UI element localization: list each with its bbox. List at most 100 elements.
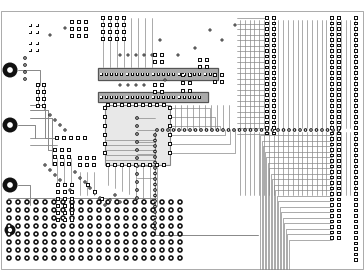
Bar xyxy=(115,23,119,27)
Circle shape xyxy=(315,128,318,132)
Circle shape xyxy=(173,129,174,131)
Bar xyxy=(337,143,341,146)
Circle shape xyxy=(43,164,47,167)
Circle shape xyxy=(87,223,93,229)
Circle shape xyxy=(150,215,156,221)
Bar xyxy=(331,39,333,41)
Bar xyxy=(181,81,185,85)
Bar xyxy=(36,48,39,52)
Circle shape xyxy=(53,225,55,227)
Circle shape xyxy=(159,231,165,237)
Bar xyxy=(149,164,151,166)
Circle shape xyxy=(53,257,55,259)
Circle shape xyxy=(154,140,156,141)
Bar xyxy=(163,73,164,75)
Bar xyxy=(28,31,32,34)
Circle shape xyxy=(24,239,30,245)
Bar xyxy=(126,73,128,76)
Circle shape xyxy=(42,255,48,261)
Circle shape xyxy=(89,217,91,219)
Circle shape xyxy=(8,201,10,203)
Circle shape xyxy=(261,129,262,131)
Circle shape xyxy=(53,241,55,243)
Circle shape xyxy=(233,129,235,131)
Circle shape xyxy=(179,201,181,203)
Bar xyxy=(198,73,201,76)
Circle shape xyxy=(69,207,75,213)
Bar xyxy=(28,41,32,45)
Bar xyxy=(71,184,73,186)
Bar xyxy=(355,177,357,178)
Bar xyxy=(338,215,340,217)
Circle shape xyxy=(152,257,154,259)
Bar xyxy=(337,154,341,157)
Circle shape xyxy=(141,239,147,245)
Circle shape xyxy=(153,144,157,148)
Circle shape xyxy=(3,178,17,193)
Bar xyxy=(330,66,334,69)
Bar xyxy=(337,71,341,75)
Circle shape xyxy=(309,128,313,132)
Circle shape xyxy=(4,225,16,235)
Circle shape xyxy=(103,203,107,207)
Bar xyxy=(354,16,358,20)
Circle shape xyxy=(134,201,136,203)
Circle shape xyxy=(238,128,241,132)
Bar xyxy=(330,93,334,97)
Bar xyxy=(105,105,170,165)
Bar xyxy=(354,231,358,234)
Circle shape xyxy=(84,181,86,183)
Bar xyxy=(338,28,340,30)
Bar xyxy=(101,37,105,41)
Bar xyxy=(331,204,333,206)
Bar xyxy=(338,61,340,63)
Circle shape xyxy=(135,140,139,144)
Bar xyxy=(153,73,154,75)
Circle shape xyxy=(98,209,100,211)
Bar xyxy=(330,198,334,201)
Bar xyxy=(142,73,143,75)
Bar xyxy=(146,95,149,99)
Circle shape xyxy=(161,241,163,243)
Circle shape xyxy=(6,231,12,237)
Circle shape xyxy=(125,209,127,211)
Bar xyxy=(114,164,116,166)
Bar xyxy=(134,164,138,167)
Circle shape xyxy=(33,255,39,261)
Circle shape xyxy=(134,241,136,243)
Circle shape xyxy=(170,225,172,227)
Bar xyxy=(355,166,357,167)
Bar xyxy=(78,35,80,37)
Bar xyxy=(142,96,143,98)
Bar xyxy=(102,38,104,40)
Bar xyxy=(167,95,170,99)
Bar xyxy=(265,132,269,135)
Circle shape xyxy=(188,128,192,132)
Circle shape xyxy=(96,231,102,237)
Circle shape xyxy=(87,199,93,205)
Circle shape xyxy=(134,257,136,259)
Bar xyxy=(354,176,358,179)
Bar xyxy=(338,56,340,57)
Bar xyxy=(162,95,165,99)
Bar xyxy=(265,16,269,20)
Circle shape xyxy=(78,199,84,205)
Bar xyxy=(331,56,333,57)
Bar xyxy=(189,96,190,98)
Bar xyxy=(116,24,118,26)
Bar xyxy=(123,17,125,19)
Bar xyxy=(330,159,334,163)
Circle shape xyxy=(59,179,61,181)
Circle shape xyxy=(272,129,273,131)
Bar xyxy=(338,204,340,206)
Bar xyxy=(108,16,112,20)
Bar xyxy=(331,17,333,19)
Bar xyxy=(272,33,276,36)
Bar xyxy=(330,49,334,53)
Bar xyxy=(198,65,202,69)
Circle shape xyxy=(51,207,57,213)
Bar xyxy=(102,31,104,33)
Circle shape xyxy=(159,223,165,229)
Circle shape xyxy=(44,217,46,219)
Bar xyxy=(120,95,123,99)
